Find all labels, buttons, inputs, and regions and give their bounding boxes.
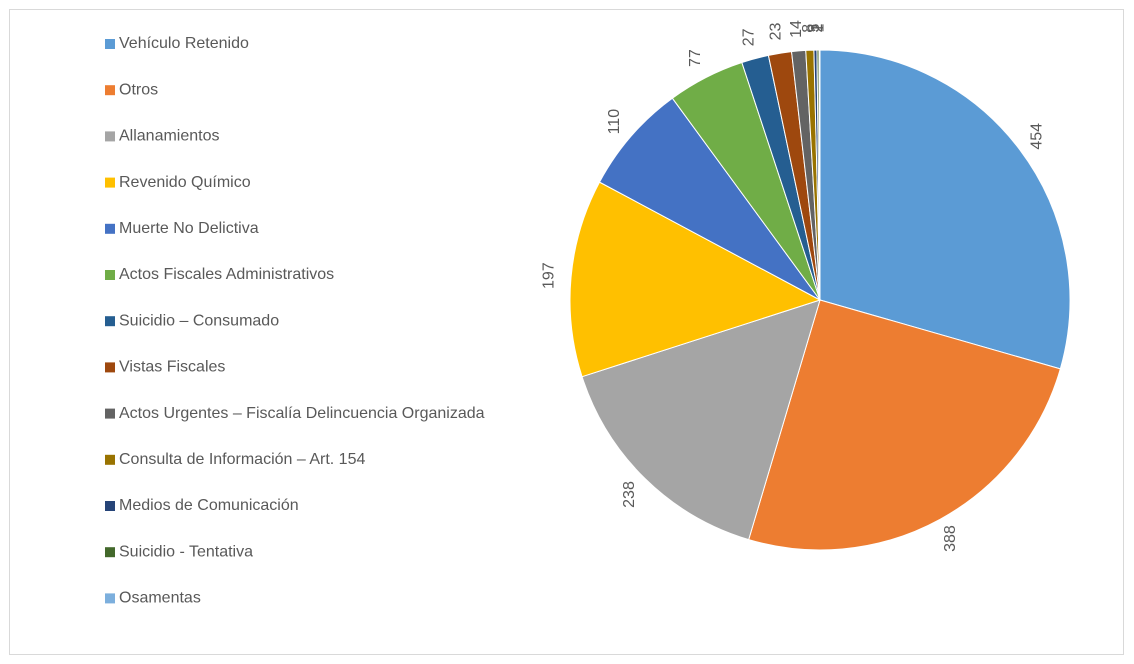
data-label: 14 [788, 20, 805, 38]
data-label: 27 [741, 28, 758, 46]
pie-slice [598, 97, 821, 301]
data-label: 388 [942, 525, 959, 552]
data-label: 8 [800, 24, 817, 33]
pie-slice [581, 299, 821, 541]
legend-swatch [105, 454, 115, 465]
data-label: 454 [1028, 123, 1045, 150]
legend-swatch [105, 223, 115, 234]
legend-label: Vistas Fiscales [119, 359, 225, 376]
data-label: 238 [621, 481, 638, 508]
legend-swatch [105, 593, 115, 604]
pie-slice [748, 299, 1061, 551]
data-label: 1 [811, 23, 828, 32]
legend-label: Vehículo Retenido [119, 35, 249, 52]
legend-swatch [105, 85, 115, 96]
legend-swatch [105, 270, 115, 280]
pie-slice [819, 49, 1071, 370]
legend-label: Revenido Químico [119, 174, 251, 191]
data-label: 110 [606, 109, 623, 135]
legend-label: Actos Fiscales Administrativos [119, 266, 334, 283]
pie-slice [818, 49, 821, 301]
legend-swatch [105, 362, 115, 373]
legend-label: Consulta de Información – Art. 154 [119, 451, 365, 468]
data-label: 3 [806, 23, 823, 32]
legend-swatch [105, 39, 115, 49]
legend-label: Suicidio – Consumado [119, 312, 279, 329]
legend-label: Osamentas [119, 590, 201, 607]
legend-label: Muerte No Delictiva [119, 220, 259, 237]
legend-label: Medios de Comunicación [119, 497, 299, 514]
data-label: 197 [540, 262, 557, 289]
legend-swatch [105, 316, 115, 327]
legend-label: Actos Urgentes – Fiscalía Delincuencia O… [119, 405, 485, 422]
data-label: 2 [809, 23, 826, 32]
legend-label: Allanamientos [119, 128, 220, 145]
legend-swatch [105, 501, 115, 511]
legend-label: Otros [119, 81, 158, 98]
legend-swatch [105, 177, 115, 188]
legend-swatch [105, 547, 115, 558]
pie-slice [569, 181, 822, 378]
data-label: 77 [687, 49, 704, 67]
legend-swatch [105, 408, 115, 419]
data-label: 23 [768, 23, 785, 41]
legend-swatch [105, 131, 115, 142]
legend-label: Suicidio - Tentativa [119, 543, 253, 560]
